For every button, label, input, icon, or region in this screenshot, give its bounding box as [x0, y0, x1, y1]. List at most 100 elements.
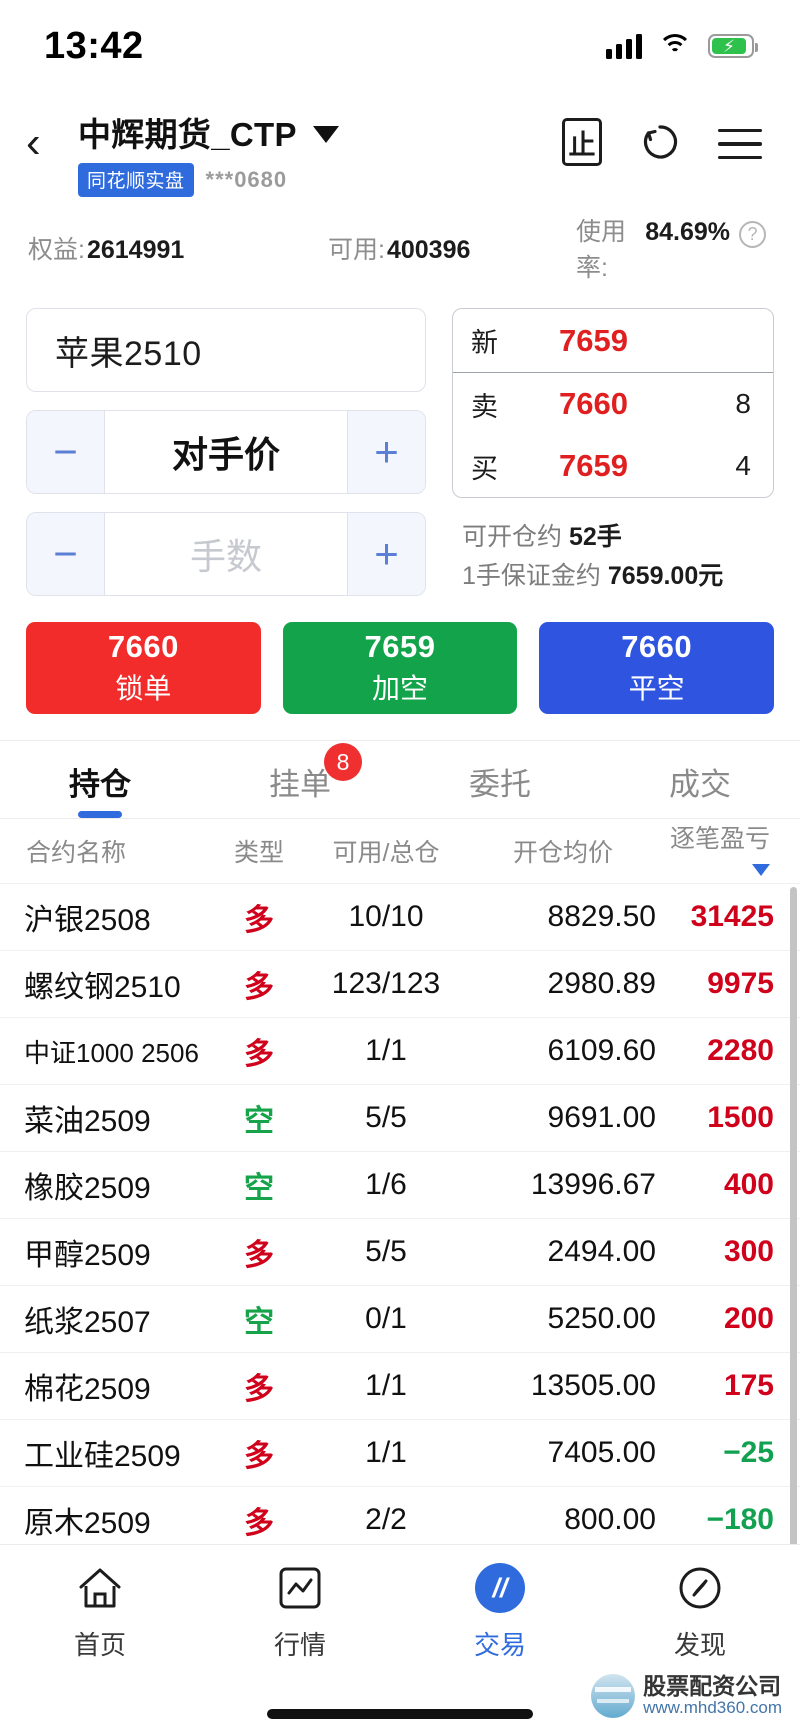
close-short-label: 平空	[628, 673, 685, 704]
cell-quantity: 1/1	[365, 1034, 407, 1067]
nav-market[interactable]: 行情	[200, 1563, 400, 1662]
quote-box: 新 7659 卖 7660 8 买 7659 4	[452, 308, 774, 498]
cell-avg-price: 13505.00	[530, 1369, 656, 1402]
lock-order-button[interactable]: 7660 锁单	[26, 622, 261, 714]
column-header-contract[interactable]: 合约名称	[26, 839, 127, 867]
nav-home[interactable]: 首页	[0, 1563, 200, 1662]
status-time: 13:42	[44, 24, 144, 67]
table-row[interactable]: 螺纹钢2510 多 123/123 2980.89 9975	[0, 950, 800, 1017]
question-mark-icon[interactable]: ?	[739, 221, 766, 248]
table-row[interactable]: 橡胶2509 空 1/6 13996.67 400	[0, 1151, 800, 1218]
cell-side: 多	[216, 895, 302, 939]
cell-side: 多	[216, 1364, 302, 1408]
close-short-button[interactable]: 7660 平空	[539, 622, 775, 714]
cell-quantity: 1/1	[365, 1369, 407, 1402]
broker-name: 中辉期货_CTP	[78, 116, 297, 153]
price-mode-value[interactable]: 对手价	[171, 434, 280, 475]
cell-contract-name: 中证1000 2506	[24, 1037, 199, 1068]
account-badge: 同花顺实盘	[78, 163, 194, 197]
table-row[interactable]: 纸浆2507 空 0/1 5250.00 200	[0, 1285, 800, 1352]
cell-pnl: 31425	[690, 900, 774, 933]
nav-discover[interactable]: 发现	[600, 1563, 800, 1662]
cell-pnl: 200	[723, 1302, 774, 1335]
cell-pnl: 175	[723, 1369, 774, 1402]
stop-loss-icon[interactable]: 止	[562, 118, 602, 166]
table-row[interactable]: 工业硅2509 多 1/1 7405.00 −25	[0, 1419, 800, 1486]
open-capacity-line: 可开仓约 52手	[462, 518, 774, 557]
equity-label: 权益:	[28, 236, 85, 264]
lock-order-label: 锁单	[115, 673, 172, 704]
tab-trades[interactable]: 成交	[600, 759, 800, 818]
battery-charging-icon: ⚡	[708, 34, 758, 58]
quote-row-ask[interactable]: 卖 7660 8	[453, 373, 773, 435]
tab-pending-orders[interactable]: 挂单 8	[200, 743, 400, 818]
app-header: ‹ 中辉期货_CTP 同花顺实盘 ***0680 止	[0, 92, 800, 202]
quote-row-bid[interactable]: 买 7659 4	[453, 435, 773, 497]
cell-quantity: 1/1	[365, 1436, 407, 1469]
cell-side: 多	[216, 1230, 302, 1274]
column-header-avg-price[interactable]: 开仓均价	[512, 839, 613, 867]
side-badge: 多	[244, 1239, 274, 1272]
cell-contract-name: 沪银2508	[24, 904, 151, 937]
quantity-increment-button[interactable]: +	[347, 513, 425, 595]
quote-row-latest[interactable]: 新 7659	[453, 309, 773, 373]
table-row[interactable]: 原木2509 多 2/2 800.00 −180	[0, 1486, 800, 1544]
open-capacity-value: 52手	[568, 523, 622, 551]
cell-quantity: 5/5	[365, 1235, 407, 1268]
price-decrement-button[interactable]: −	[27, 411, 105, 493]
table-row[interactable]: 甲醇2509 多 5/5 2494.00 300	[0, 1218, 800, 1285]
vertical-scrollbar[interactable]	[790, 887, 797, 1544]
column-header-side[interactable]: 类型	[233, 839, 284, 867]
cell-pnl: 1500	[707, 1101, 774, 1134]
cell-pnl: 9975	[707, 967, 774, 1000]
price-increment-button[interactable]: +	[347, 411, 425, 493]
home-icon	[76, 1563, 124, 1613]
contract-input[interactable]: 苹果2510	[26, 308, 426, 392]
account-selector[interactable]: 中辉期货_CTP 同花顺实盘 ***0680	[72, 98, 562, 197]
table-row[interactable]: 棉花2509 多 1/1 13505.00 175	[0, 1352, 800, 1419]
usage-value: 84.69%	[645, 218, 730, 246]
tab-entrust[interactable]: 委托	[400, 759, 600, 818]
sort-descending-icon[interactable]	[752, 863, 770, 876]
chart-icon	[277, 1563, 323, 1613]
home-indicator	[0, 1694, 800, 1734]
cell-contract-name: 橡胶2509	[24, 1172, 151, 1205]
refresh-icon[interactable]	[638, 120, 682, 164]
column-header-pnl[interactable]: 逐笔盈亏	[656, 819, 800, 884]
margin-per-lot-label: 1手保证金约	[462, 561, 601, 590]
nav-trade[interactable]: // 交易	[400, 1563, 600, 1662]
quote-price: 7660	[559, 386, 628, 421]
quote-label: 买	[471, 453, 498, 484]
add-short-button[interactable]: 7659 加空	[282, 622, 518, 714]
table-row[interactable]: 沪银2508 多 10/10 8829.50 31425	[0, 883, 800, 950]
hamburger-menu-icon[interactable]	[718, 125, 762, 160]
table-row[interactable]: 菜油2509 空 5/5 9691.00 1500	[0, 1084, 800, 1151]
cell-avg-price: 6109.60	[547, 1034, 656, 1067]
cell-side: 空	[216, 1163, 302, 1207]
quantity-decrement-button[interactable]: −	[27, 513, 105, 595]
cell-side: 空	[216, 1096, 302, 1140]
equity-item: 权益: 2614991	[28, 230, 328, 266]
cell-avg-price: 2494.00	[547, 1235, 656, 1268]
chevron-down-icon[interactable]	[312, 125, 339, 143]
open-capacity-label: 可开仓约	[462, 523, 563, 551]
quantity-stepper: − 手数 +	[26, 512, 426, 596]
quote-panel: 新 7659 卖 7660 8 买 7659 4 可开仓约 5	[452, 308, 774, 596]
quantity-input[interactable]: 手数	[189, 536, 262, 577]
contract-value: 苹果2510	[55, 334, 202, 373]
quote-label: 新	[471, 328, 498, 358]
cell-contract-name: 棉花2509	[24, 1373, 151, 1406]
cell-quantity: 10/10	[348, 900, 424, 933]
back-chevron-icon[interactable]: ‹	[26, 118, 41, 167]
column-header-quantity[interactable]: 可用/总仓	[332, 839, 440, 867]
cellular-signal-icon	[606, 33, 642, 59]
account-title-row: 中辉期货_CTP	[78, 108, 562, 156]
trade-icon: //	[475, 1563, 525, 1613]
tab-positions[interactable]: 持仓	[0, 759, 200, 818]
quote-price: 7659	[559, 322, 628, 358]
side-badge: 多	[244, 904, 274, 937]
table-row[interactable]: 中证1000 2506 多 1/1 6109.60 2280	[0, 1017, 800, 1084]
quote-volume: 4	[735, 450, 751, 481]
cell-avg-price: 7405.00	[547, 1436, 656, 1469]
cell-side: 多	[216, 962, 302, 1006]
